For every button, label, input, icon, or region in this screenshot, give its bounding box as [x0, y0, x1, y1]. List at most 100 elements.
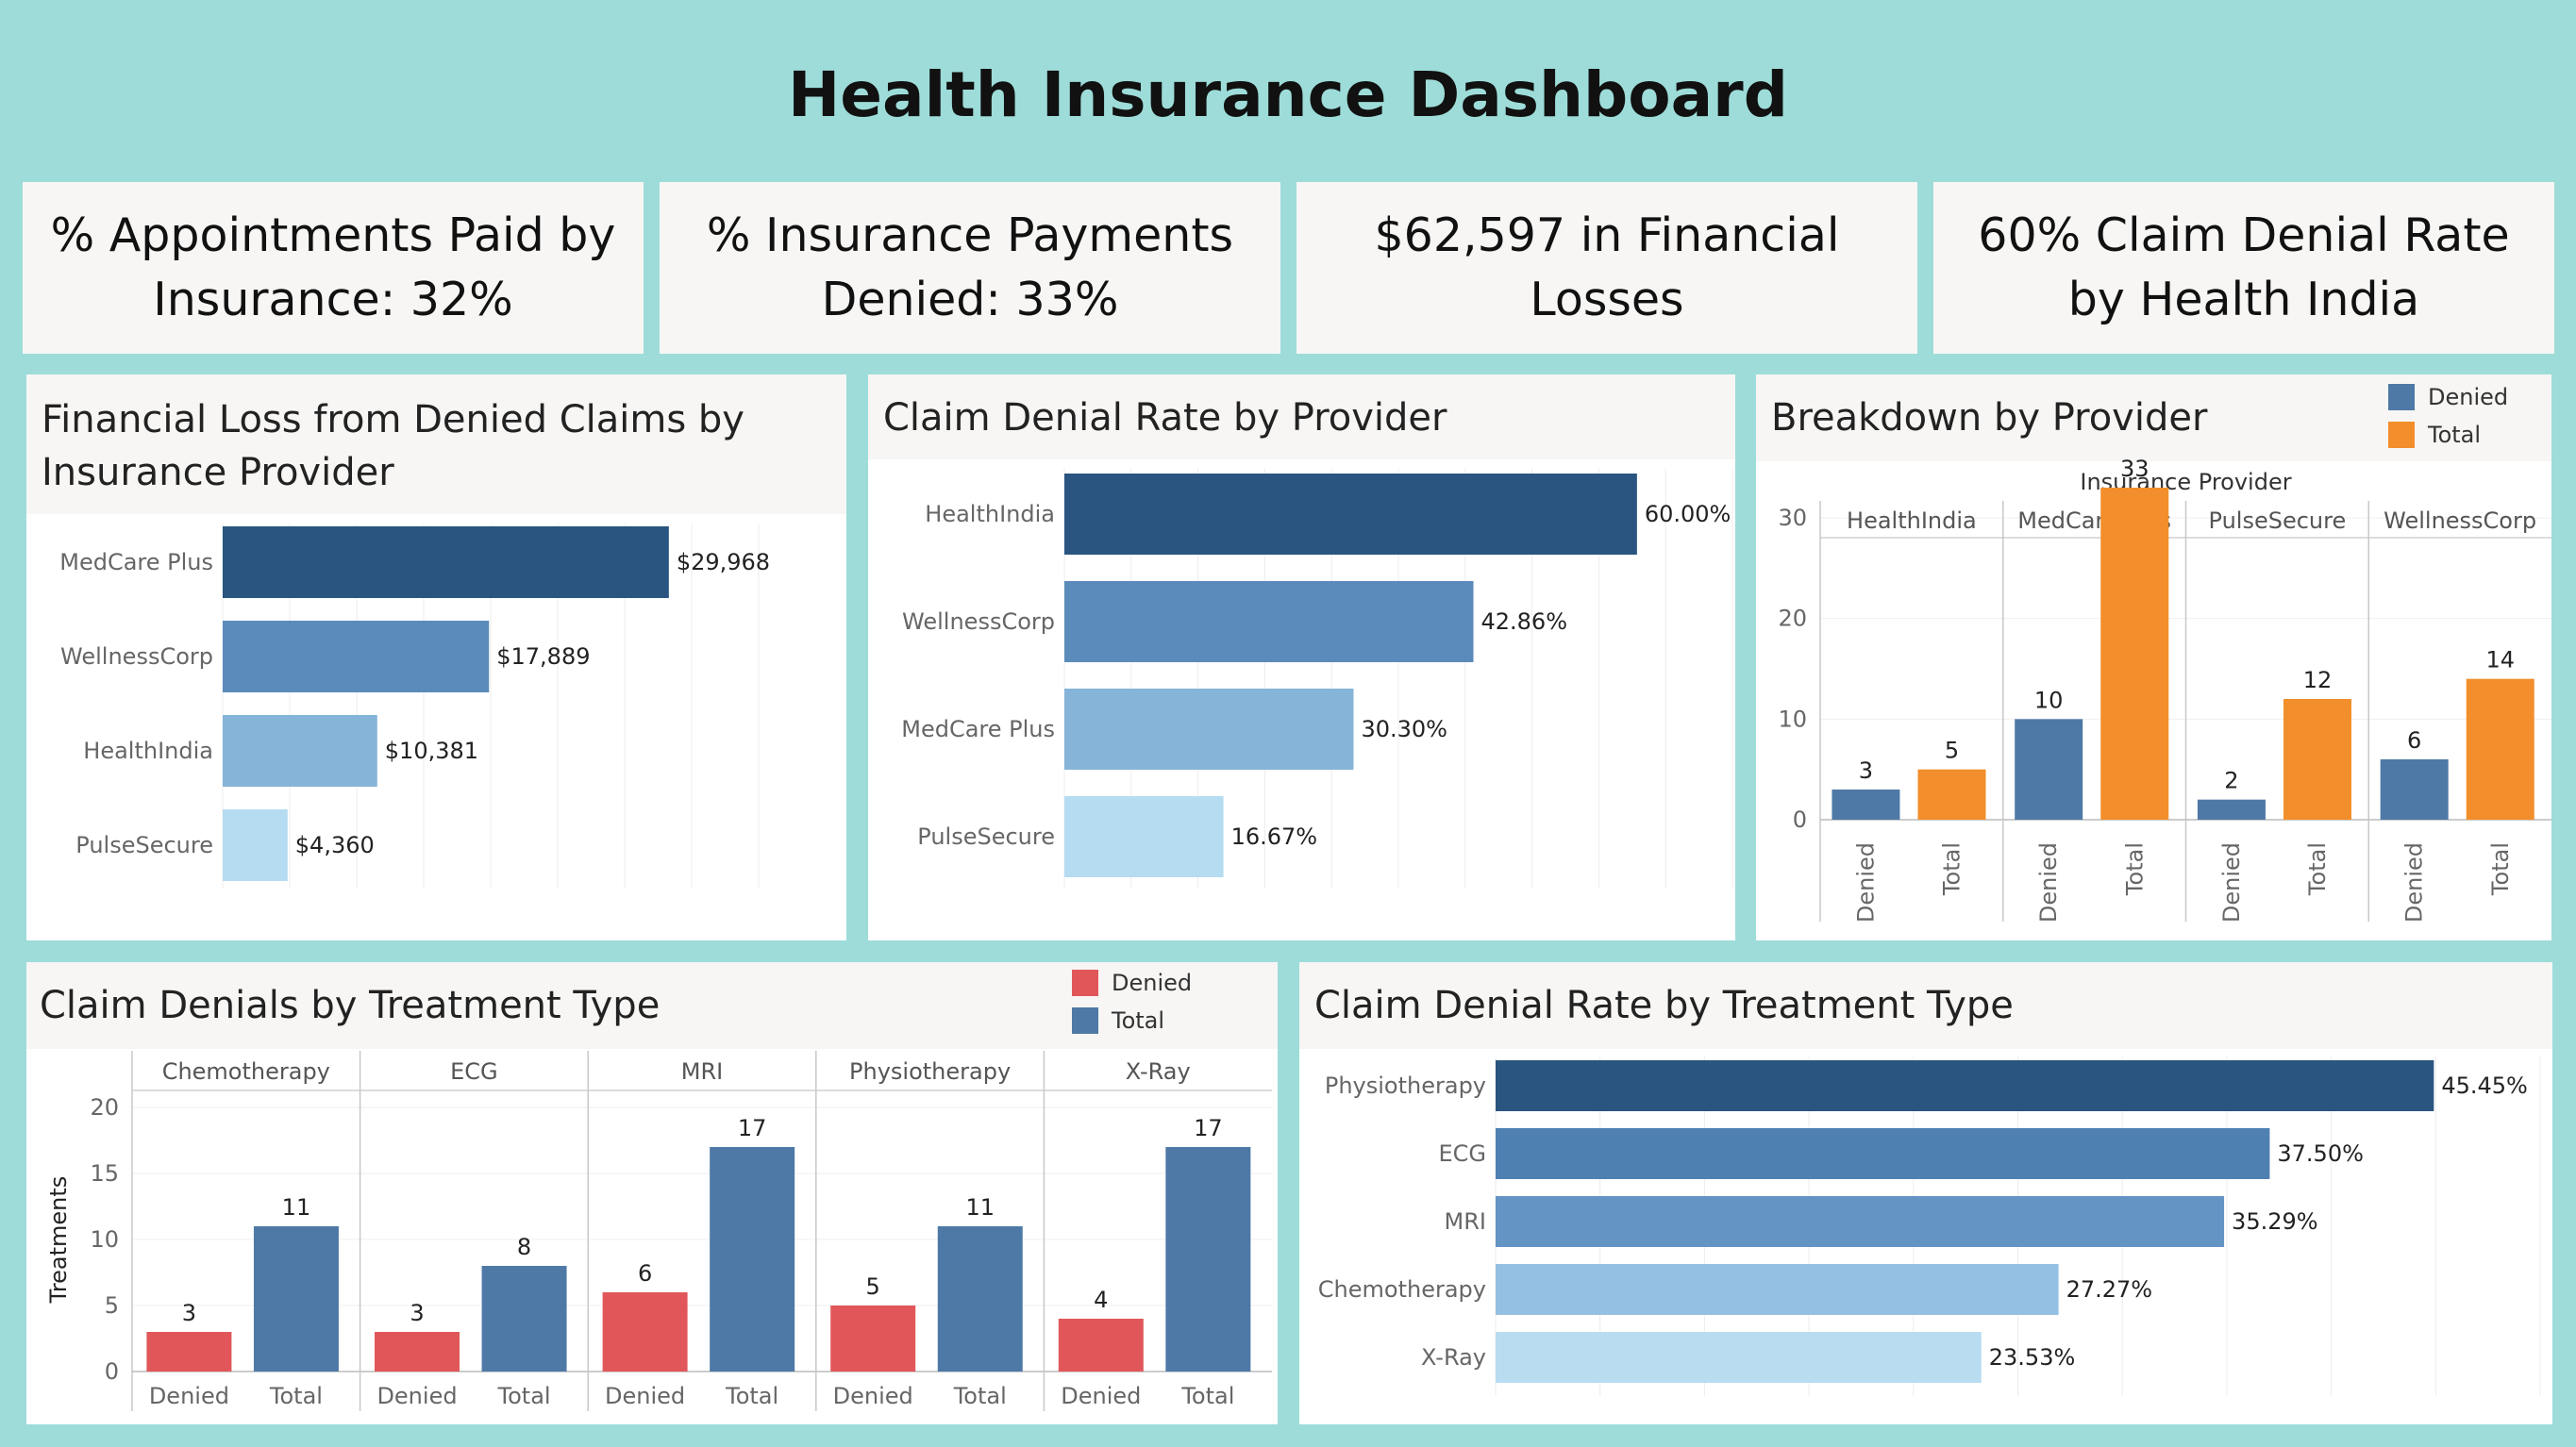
bar-healthindia-total: [1917, 769, 1986, 820]
data-label: 3: [1859, 757, 1873, 784]
data-label: $10,381: [385, 738, 478, 764]
x-tick-label: Total: [497, 1383, 551, 1409]
bar-ecg-total: [481, 1266, 567, 1372]
legend-label: Total: [1112, 1007, 1165, 1034]
y-tick-label: 20: [1778, 606, 1807, 632]
denial-rate-treatment-title: Claim Denial Rate by Treatment Type: [1314, 984, 2014, 1027]
bar-healthindia: [1064, 474, 1637, 555]
y-tick-label: 20: [90, 1094, 119, 1121]
x-tick-label: Denied: [1061, 1383, 1141, 1409]
bar-ecg: [1496, 1128, 2270, 1179]
data-label: 6: [638, 1260, 652, 1287]
x-tick-label: Denied: [2218, 842, 2245, 923]
category-label: MRI: [1445, 1208, 1486, 1235]
denial-rate-provider-chart: HealthIndia 60.00% WellnessCorp 42.86% MedCa…: [901, 469, 1733, 889]
bar-physiotherapy-denied: [830, 1306, 916, 1372]
category-label: PulseSecure: [917, 823, 1055, 850]
bar-healthindia-denied: [1832, 790, 1900, 820]
x-tick-label: Total: [1180, 1383, 1234, 1409]
legend-label: Denied: [2428, 384, 2509, 410]
group-header-wellnesscorp: WellnessCorp: [2384, 507, 2536, 534]
x-tick-label: Denied: [2035, 842, 2062, 923]
x-tick-label: Total: [2487, 842, 2514, 896]
data-label: 42.86%: [1480, 608, 1567, 635]
bar-chemotherapy-total: [253, 1226, 339, 1372]
legend-label: Denied: [1112, 970, 1193, 996]
data-label: 2: [2224, 768, 2238, 794]
data-label: 60.00%: [1645, 501, 1731, 527]
group-header-x-ray: X-Ray: [1126, 1058, 1191, 1085]
x-tick-label: Denied: [833, 1383, 913, 1409]
group-header-physiotherapy: Physiotherapy: [849, 1058, 1011, 1085]
bar-medcare-plus-total: [2100, 488, 2169, 820]
legend-denied: Denied: [1072, 970, 1192, 996]
legend-label: Total: [2428, 422, 2482, 448]
bar-wellnesscorp-denied: [2380, 759, 2449, 820]
category-label: WellnessCorp: [60, 643, 213, 670]
bar-pulsesecure: [223, 809, 288, 881]
data-label: 35.29%: [2232, 1208, 2318, 1235]
denials-treatment-chart: 0 5 10 15 20 Treatments Chemotherapy 3 Denied 11 T…: [45, 1051, 1272, 1411]
denial-rate-treatment-chart: Physiotherapy 45.45% ECG 37.50% MRI 35.29% Che…: [1318, 1056, 2541, 1396]
bar-wellnesscorp: [1064, 581, 1474, 662]
bar-x-ray-denied: [1058, 1319, 1144, 1372]
bar-mri: [1496, 1196, 2225, 1247]
data-label: 16.67%: [1231, 823, 1318, 850]
legend-swatch: [1072, 970, 1098, 996]
category-label: HealthIndia: [83, 738, 213, 764]
bar-mri-total: [710, 1147, 795, 1372]
x-tick-label: Total: [953, 1383, 1007, 1409]
group-header-mri: MRI: [681, 1058, 723, 1085]
data-label: 5: [866, 1273, 880, 1300]
y-tick-label: 5: [105, 1292, 119, 1319]
data-label: 3: [182, 1300, 196, 1326]
kpi-text: 60% Claim Denial Rate by Health India: [1978, 208, 2510, 326]
denial-rate-provider-title: Claim Denial Rate by Provider: [883, 396, 1447, 440]
group-header-healthindia: HealthIndia: [1847, 507, 1977, 534]
y-tick-label: 0: [1793, 807, 1807, 833]
financial-loss-title: Financial Loss from Denied Claims by Ins…: [42, 398, 744, 494]
bar-physiotherapy: [1496, 1060, 2434, 1111]
kpi-card-denial-rate-health-india: 60% Claim Denial Rate by Health India: [1933, 182, 2554, 354]
bar-medcare-plus: [223, 526, 669, 598]
bar-wellnesscorp-total: [2466, 678, 2534, 820]
legend-swatch: [1072, 1007, 1098, 1034]
denial-rate-treatment-panel: Claim Denial Rate by Treatment Type Phys…: [1299, 962, 2552, 1424]
denial-rate-provider-panel: Claim Denial Rate by Provider HealthIndi…: [868, 374, 1735, 940]
x-tick-label: Denied: [2401, 842, 2428, 923]
data-label: $29,968: [677, 549, 770, 575]
data-label: 11: [282, 1194, 311, 1221]
data-label: 33: [2120, 456, 2149, 482]
data-label: 4: [1094, 1287, 1108, 1313]
y-tick-label: 30: [1778, 505, 1807, 531]
category-label: MedCare Plus: [901, 716, 1055, 742]
data-label: 37.50%: [2277, 1140, 2364, 1167]
x-tick-label: Total: [725, 1383, 778, 1409]
bar-medcare-plus-denied: [2015, 719, 2083, 820]
x-tick-label: Denied: [1852, 842, 1879, 923]
bar-medcare-plus: [1064, 689, 1354, 770]
data-label: 8: [517, 1234, 531, 1260]
data-label: 12: [2303, 667, 2333, 693]
bar-x-ray: [1496, 1332, 1982, 1383]
bar-mri-denied: [602, 1292, 688, 1372]
legend-swatch: [2388, 422, 2415, 448]
legend-denied: Denied: [2388, 384, 2508, 410]
denials-treatment-title: Claim Denials by Treatment Type: [40, 984, 661, 1027]
legend-swatch: [2388, 384, 2415, 410]
data-label: 30.30%: [1361, 716, 1447, 742]
group-header-chemotherapy: Chemotherapy: [162, 1058, 330, 1085]
kpi-card-payments-denied: % Insurance Payments Denied: 33%: [660, 182, 1280, 354]
bar-pulsesecure-denied: [2197, 799, 2266, 820]
category-label: ECG: [1438, 1140, 1486, 1167]
bar-pulsesecure: [1064, 796, 1224, 877]
bar-chemotherapy: [1496, 1264, 2059, 1315]
data-label: $4,360: [295, 832, 375, 858]
kpi-text: % Appointments Paid by Insurance: 32%: [50, 208, 616, 326]
data-label: 23.53%: [1989, 1344, 2076, 1371]
bar-chemotherapy-denied: [146, 1332, 232, 1372]
bar-wellnesscorp: [223, 621, 490, 692]
data-label: 14: [2485, 647, 2515, 674]
legend-total: Total: [1072, 1007, 1164, 1034]
financial-loss-panel: Financial Loss from Denied Claims by Ins…: [26, 374, 846, 940]
